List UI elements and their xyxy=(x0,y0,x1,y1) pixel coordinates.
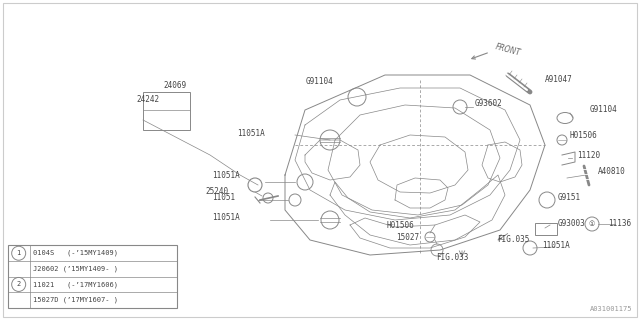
Text: G93602: G93602 xyxy=(475,99,503,108)
Text: 25240: 25240 xyxy=(205,188,228,196)
Text: 11021   (-’17MY1606): 11021 (-’17MY1606) xyxy=(33,281,118,288)
Text: FIG.035: FIG.035 xyxy=(497,235,529,244)
Text: H01506: H01506 xyxy=(386,220,414,229)
Text: 24242: 24242 xyxy=(136,95,159,105)
Bar xyxy=(143,92,190,130)
Text: 11136: 11136 xyxy=(608,219,631,228)
Text: H01506: H01506 xyxy=(570,132,598,140)
Text: 2: 2 xyxy=(17,282,21,287)
Text: 11120: 11120 xyxy=(577,150,600,159)
Text: G9151: G9151 xyxy=(558,193,581,202)
Text: 11051A: 11051A xyxy=(212,171,240,180)
Text: 11051: 11051 xyxy=(212,193,235,202)
Text: A91047: A91047 xyxy=(545,76,573,84)
Text: G93003: G93003 xyxy=(558,219,586,228)
Text: 1: 1 xyxy=(17,250,21,256)
Text: 11051A: 11051A xyxy=(542,241,570,250)
Text: ①: ① xyxy=(589,221,595,227)
Bar xyxy=(535,223,557,235)
Text: FIG.033: FIG.033 xyxy=(436,253,468,262)
Text: G91104: G91104 xyxy=(590,106,618,115)
Text: A40810: A40810 xyxy=(598,167,626,177)
Bar xyxy=(8,245,177,308)
Text: 15027D (’17MY1607- ): 15027D (’17MY1607- ) xyxy=(33,297,118,303)
Text: 24069: 24069 xyxy=(163,81,187,90)
Text: 11051A: 11051A xyxy=(237,129,265,138)
Text: A031001175: A031001175 xyxy=(589,306,632,312)
Text: J20602 (’15MY1409- ): J20602 (’15MY1409- ) xyxy=(33,266,118,272)
Text: 11051A: 11051A xyxy=(212,212,240,221)
Text: G91104: G91104 xyxy=(306,77,334,86)
Text: 15027: 15027 xyxy=(396,234,420,243)
Text: FRONT: FRONT xyxy=(494,42,522,58)
Text: 0104S   (-’15MY1409): 0104S (-’15MY1409) xyxy=(33,250,118,257)
